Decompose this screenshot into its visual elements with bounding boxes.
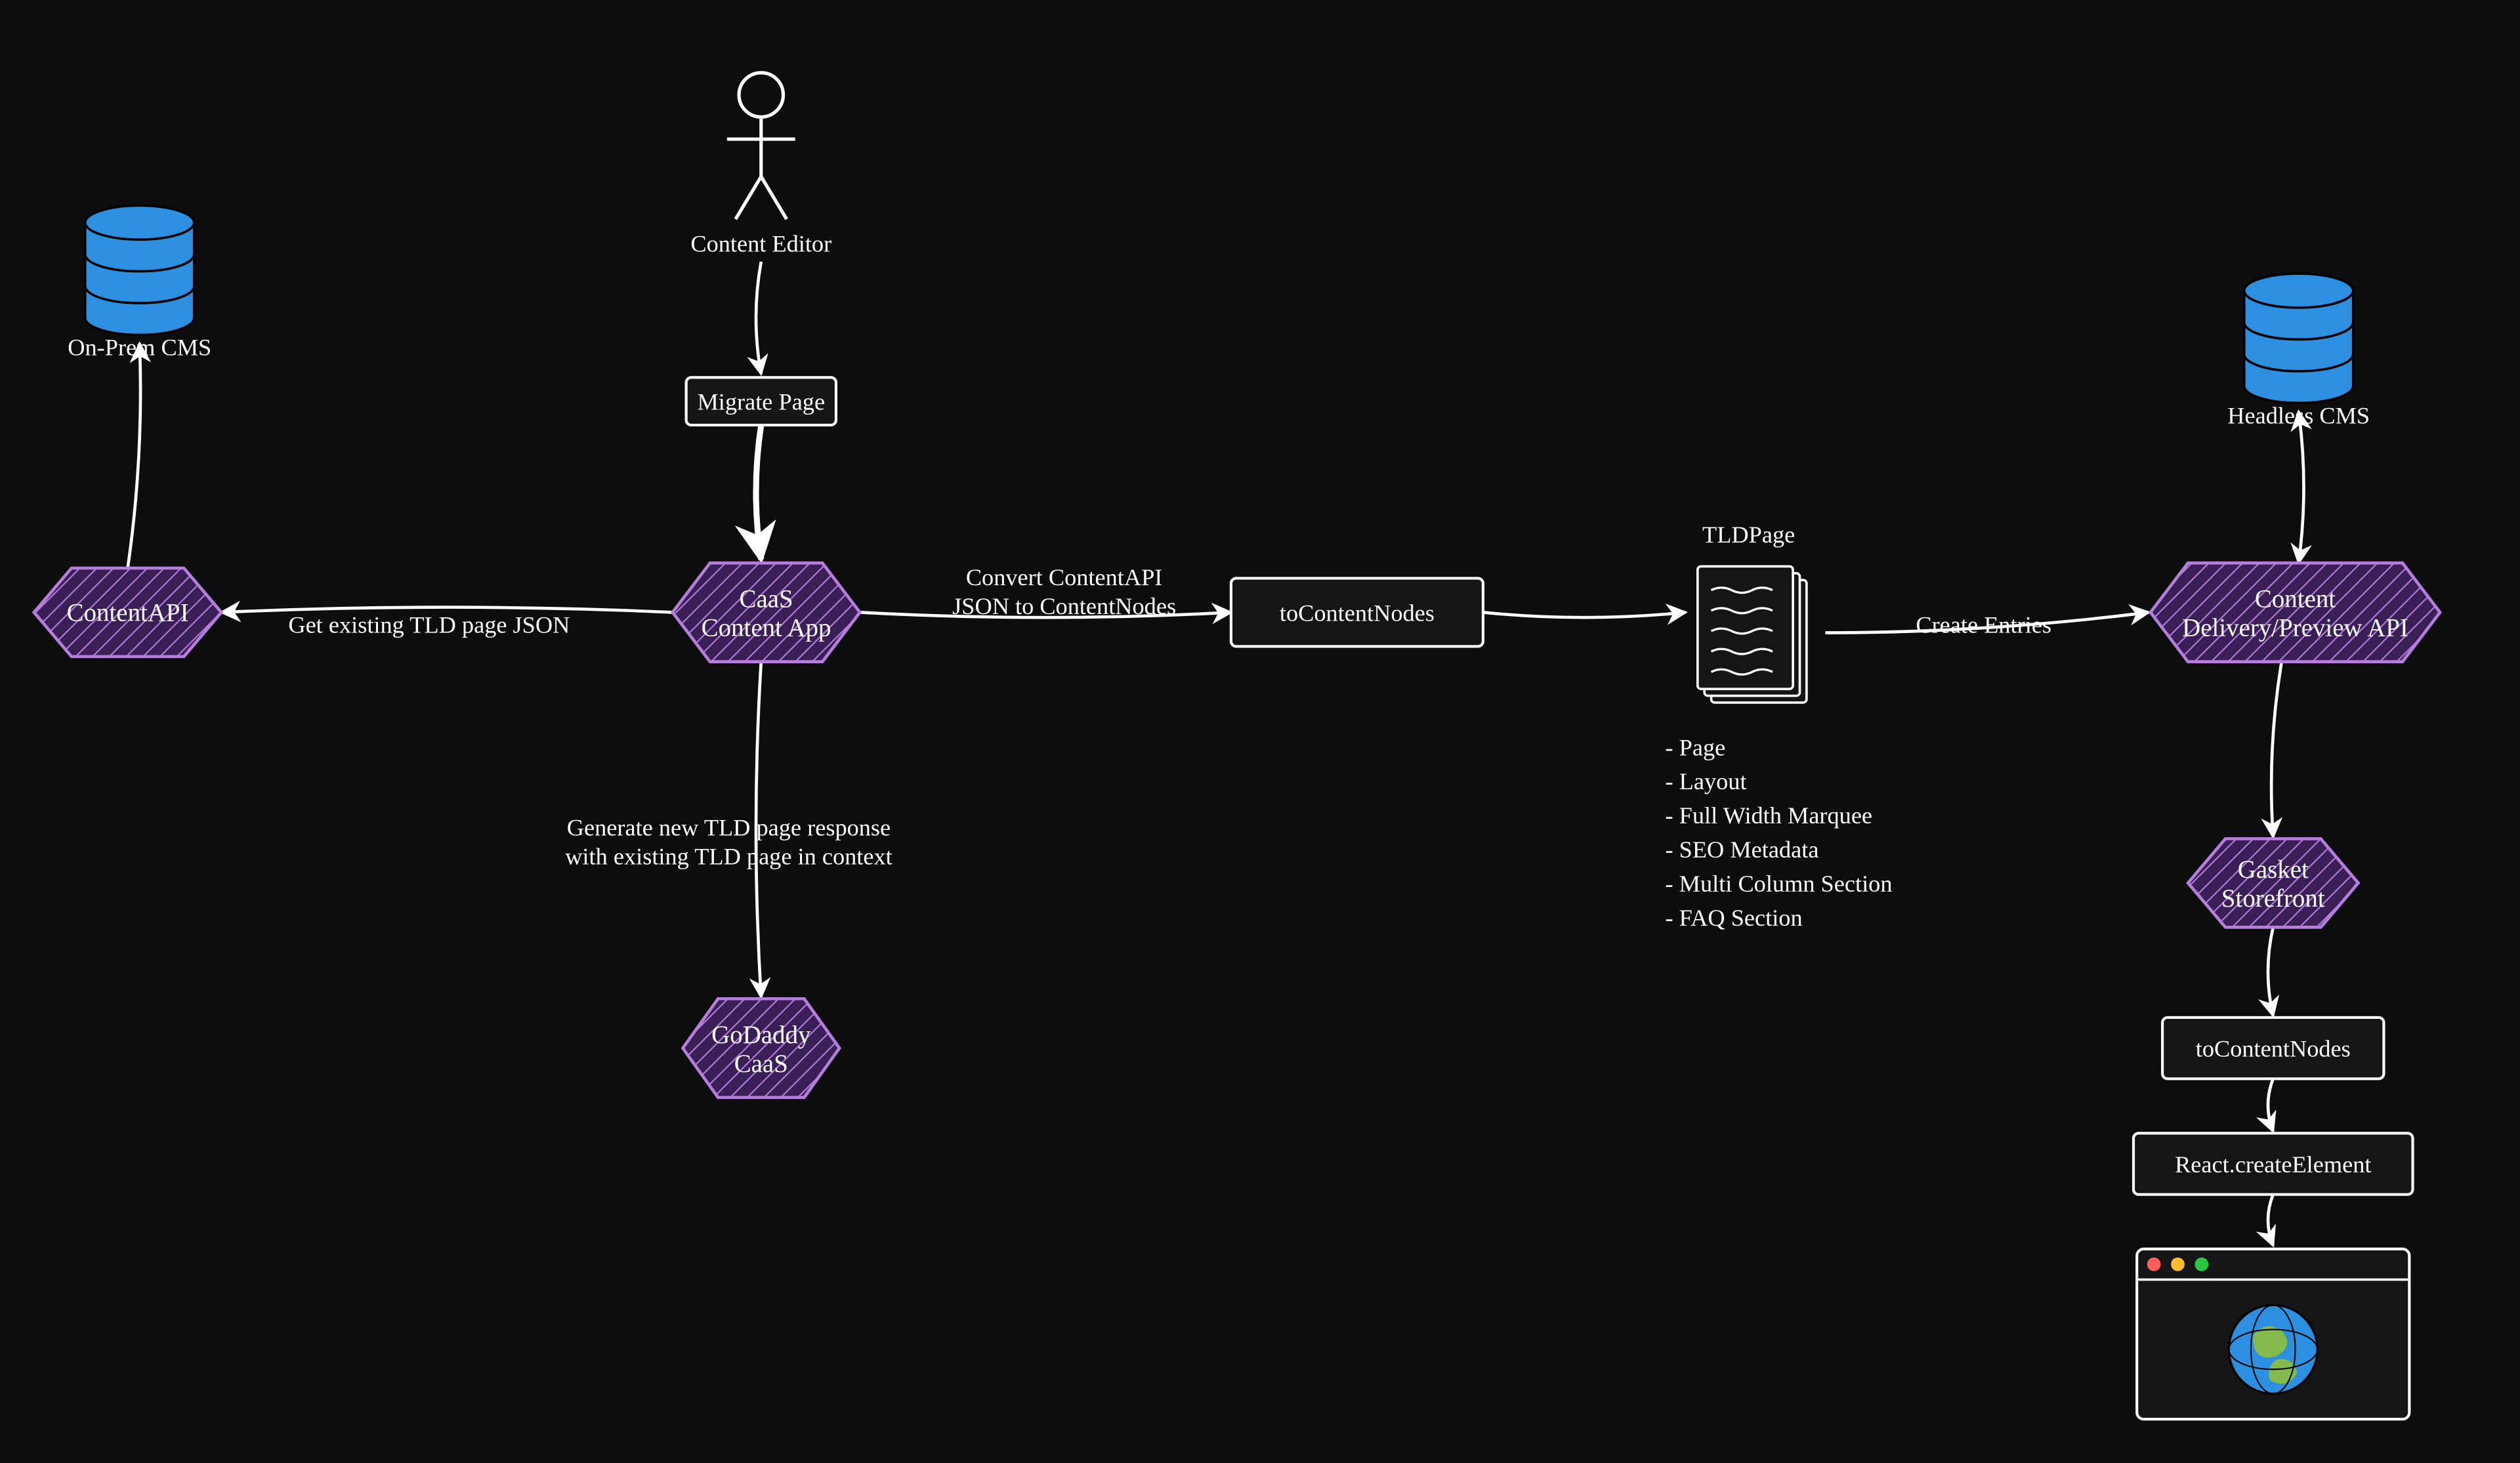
- tld-item: - Multi Column Section: [1666, 871, 1893, 897]
- database-headless-cms: [2244, 274, 2353, 403]
- database-label: Headless CMS: [2227, 402, 2370, 428]
- browser-window: [2137, 1249, 2409, 1419]
- box-label: Migrate Page: [697, 389, 825, 415]
- actor-content-editor: [727, 73, 795, 219]
- edge-1: [756, 262, 761, 374]
- hex-label: ContentAPI: [67, 598, 189, 627]
- edge-0: [128, 343, 141, 567]
- edges-layer: [128, 262, 2304, 1246]
- doc-tldpage: [1698, 566, 1807, 703]
- edge-label: Get existing TLD page JSON: [288, 612, 570, 638]
- edge-label: Create Entries: [1916, 612, 2051, 638]
- edge-5: [1483, 612, 1686, 617]
- database-label: On-Prem CMS: [68, 335, 211, 361]
- edge-12: [2268, 1195, 2273, 1246]
- tld-item: - Page: [1666, 734, 1726, 760]
- edge-9: [2271, 662, 2282, 837]
- database-on-prem-cms: [85, 205, 194, 335]
- tld-item: - Full Width Marquee: [1666, 802, 1873, 829]
- doc-label: TLDPage: [1702, 522, 1795, 548]
- edge-7: [2299, 411, 2304, 563]
- edge-10: [2268, 927, 2273, 1016]
- tld-item: - Layout: [1666, 768, 1747, 794]
- edge-2: [756, 425, 761, 560]
- actor-label: Content Editor: [690, 230, 831, 257]
- tld-item: - FAQ Section: [1666, 905, 1803, 931]
- edge-11: [2268, 1079, 2273, 1131]
- box-label: React.createElement: [2175, 1151, 2371, 1178]
- box-label: toContentNodes: [2196, 1036, 2351, 1062]
- edge-label: Generate new TLD page responsewith exist…: [565, 814, 892, 869]
- tld-item: - SEO Metadata: [1666, 836, 1819, 863]
- edge-label: Convert ContentAPIJSON to ContentNodes: [952, 564, 1176, 619]
- box-label: toContentNodes: [1280, 600, 1435, 626]
